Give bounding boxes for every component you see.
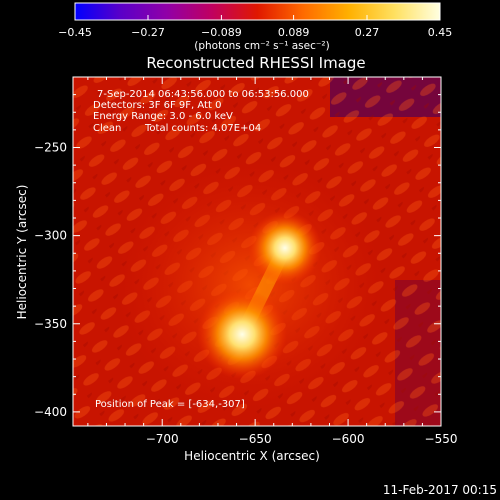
colorbar-tick-label: −0.45 (58, 26, 92, 39)
heatmap-image (73, 77, 441, 426)
colorbar-tick-label: 0.089 (278, 26, 310, 39)
image-haze (115, 160, 385, 410)
annotations: 7-Sep-2014 06:43:56.000 to 06:53:56.000 … (93, 89, 309, 410)
y-tick-label: −400 (34, 405, 67, 419)
colorbar-tick-label: 0.27 (355, 26, 380, 39)
colorbar: −0.45 −0.27 −0.089 0.089 0.27 0.45 (photons c… (58, 2, 452, 52)
y-tick-label: −350 (34, 317, 67, 331)
colorbar-units-label: (photons cm⁻² s⁻¹ asec⁻²) (194, 40, 329, 52)
colorbar-tick-label: −0.089 (201, 26, 242, 39)
source-layer (197, 211, 322, 380)
x-tick-label: −700 (146, 432, 179, 446)
annotation-detectors: Detectors: 3F 6F 9F, Att 0 (93, 100, 221, 111)
annotation-energy-range: Energy Range: 3.0 - 6.0 keV (93, 111, 233, 122)
x-tick-label: −550 (425, 432, 458, 446)
x-axis-label: Heliocentric X (arcsec) (184, 449, 320, 463)
plot-frame (72, 76, 442, 427)
flare-source-1 (248, 211, 322, 285)
y-tick-label: −250 (34, 141, 67, 155)
x-tick-label: −600 (332, 432, 365, 446)
colorbar-strip (74, 2, 441, 21)
annotation-total-counts: Total counts: 4.07E+04 (144, 123, 261, 134)
flare-source-2 (197, 289, 288, 380)
colorbar-tick-label: −0.27 (131, 26, 165, 39)
y-tick-label: −300 (34, 229, 67, 243)
peak-position-label: Position of Peak = [-634,-307] (95, 399, 245, 410)
chart-title: Reconstructed RHESSI Image (146, 54, 365, 72)
footer-timestamp: 11-Feb-2017 00:15 (383, 483, 497, 497)
y-axis-label: Heliocentric Y (arcsec) (15, 185, 29, 320)
annotation-clean: Clean (93, 123, 121, 134)
colorbar-ticks: −0.45 −0.27 −0.089 0.089 0.27 0.45 (58, 15, 452, 39)
y-axis: −250 −300 −350 −400 (34, 76, 441, 419)
annotation-time-range: 7-Sep-2014 06:43:56.000 to 06:53:56.000 (97, 89, 309, 100)
x-tick-label: −650 (239, 432, 272, 446)
x-axis: −700 −650 −600 −550 (87, 77, 458, 446)
colorbar-tick-label: 0.45 (428, 26, 453, 39)
